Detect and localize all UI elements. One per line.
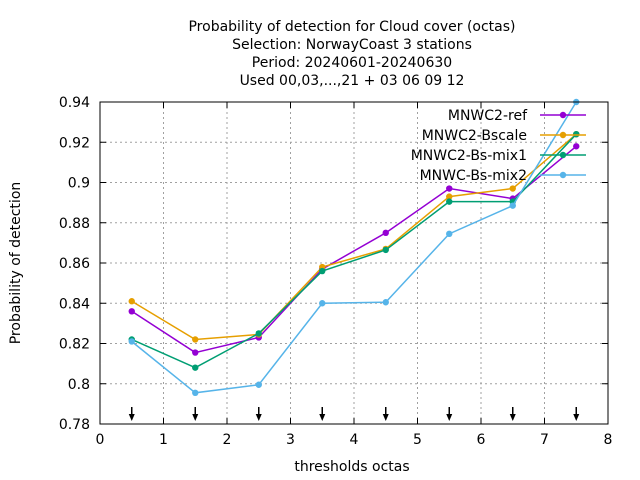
threshold-marker-5 [446, 407, 453, 421]
series-2-point-3 [319, 267, 326, 275]
axis-ticks: 0 1 2 3 4 5 6 7 8 0.78 0.8 0.82 0.84 0.86 0.88 0.9 0.92 0… [59, 95, 613, 448]
threshold-marker-head-4 [382, 414, 389, 421]
legend-label-0: MNWC2-ref [448, 108, 528, 124]
series-2-point-2 [255, 330, 262, 337]
series-0-point-4 [382, 229, 389, 237]
x-tick-label-4: 4 [350, 432, 359, 448]
y-tick-label-3: 0.84 [59, 296, 90, 312]
x-tick-label-8: 8 [604, 432, 613, 448]
y-tick-label-8: 0.94 [59, 95, 90, 111]
threshold-marker-head-3 [319, 414, 326, 421]
chart-title: Probability of detection for Cloud cover… [188, 19, 515, 89]
series-3-point-0 [128, 338, 135, 345]
threshold-marker-head-7 [573, 414, 580, 421]
series-3-point-1 [192, 389, 199, 397]
series-3-point-5 [446, 230, 453, 238]
series-2-point-7 [573, 131, 580, 138]
series-3-point-3 [319, 300, 326, 307]
legend-item-0: MNWC2-ref [448, 108, 586, 124]
series-lines [128, 98, 580, 397]
series-2-point-4 [382, 246, 389, 254]
series-1-point-5 [446, 193, 453, 200]
series-0-point-0 [128, 308, 135, 315]
threshold-markers [128, 407, 580, 421]
y-tick-label-0: 0.78 [59, 417, 90, 433]
x-tick-label-2: 2 [223, 432, 232, 448]
y-axis-label: Probability of detection [8, 182, 24, 345]
series-1-point-0 [128, 298, 135, 305]
legend: MNWC2-ref MNWC2-Bscale MNWC2-Bs-mix1 MNWC-B… [411, 108, 586, 184]
x-axis-label: thresholds octas [294, 459, 409, 475]
threshold-marker-4 [382, 407, 389, 421]
threshold-marker-0 [128, 407, 135, 421]
legend-label-3: MNWC-Bs-mix2 [420, 168, 527, 184]
title-line-2: Period: 20240601-20240630 [252, 55, 452, 71]
y-tick-label-4: 0.86 [59, 256, 90, 272]
x-tick-label-6: 6 [477, 432, 486, 448]
legend-item-1: MNWC2-Bscale [422, 128, 586, 144]
threshold-marker-2 [255, 407, 262, 421]
legend-marker-0 [559, 111, 567, 119]
x-tick-label-1: 1 [159, 432, 168, 448]
legend-item-3: MNWC-Bs-mix2 [420, 168, 586, 184]
series-line-2 [131, 133, 577, 369]
series-3-point-4 [382, 299, 389, 306]
threshold-marker-1 [192, 407, 199, 421]
title-line-0: Probability of detection for Cloud cover… [188, 19, 515, 35]
legend-marker-3 [559, 171, 567, 179]
series-0-point-5 [446, 185, 453, 192]
title-line-1: Selection: NorwayCoast 3 stations [232, 37, 472, 53]
series-line-0 [131, 145, 577, 354]
legend-label-1: MNWC2-Bscale [422, 128, 527, 144]
series-line-1 [131, 133, 577, 341]
x-tick-label-0: 0 [96, 432, 105, 448]
series-3-point-6 [509, 202, 516, 209]
series-2-point-5 [446, 198, 453, 205]
series-3 [128, 98, 580, 397]
threshold-marker-6 [509, 407, 516, 421]
threshold-marker-head-0 [128, 414, 135, 421]
legend-label-2: MNWC2-Bs-mix1 [411, 148, 527, 164]
series-3-point-2 [255, 381, 262, 388]
legend-item-2: MNWC2-Bs-mix1 [411, 148, 586, 164]
threshold-marker-head-6 [509, 414, 516, 421]
threshold-marker-head-5 [446, 414, 453, 421]
series-0-point-7 [573, 143, 580, 150]
legend-marker-2 [559, 151, 567, 159]
series-0-point-1 [192, 349, 199, 356]
grid [100, 102, 608, 424]
y-tick-label-7: 0.92 [59, 135, 90, 151]
threshold-marker-head-2 [255, 414, 262, 421]
x-tick-label-7: 7 [540, 432, 549, 448]
series-2-point-1 [192, 364, 199, 371]
series-1-point-6 [509, 185, 516, 192]
threshold-marker-head-1 [192, 414, 199, 421]
y-tick-label-1: 0.8 [68, 377, 90, 393]
y-tick-label-2: 0.82 [59, 337, 90, 353]
legend-marker-1 [559, 131, 567, 139]
x-tick-label-3: 3 [286, 432, 295, 448]
series-1-point-1 [192, 336, 199, 343]
series-line-3 [131, 101, 577, 394]
y-tick-label-5: 0.88 [59, 216, 90, 232]
threshold-marker-7 [573, 407, 580, 421]
y-tick-label-6: 0.9 [68, 176, 90, 192]
title-line-3: Used 00,03,...,21 + 03 06 09 12 [240, 73, 465, 89]
plot-frame [99, 101, 609, 425]
threshold-marker-3 [319, 407, 326, 421]
x-tick-label-5: 5 [413, 432, 422, 448]
